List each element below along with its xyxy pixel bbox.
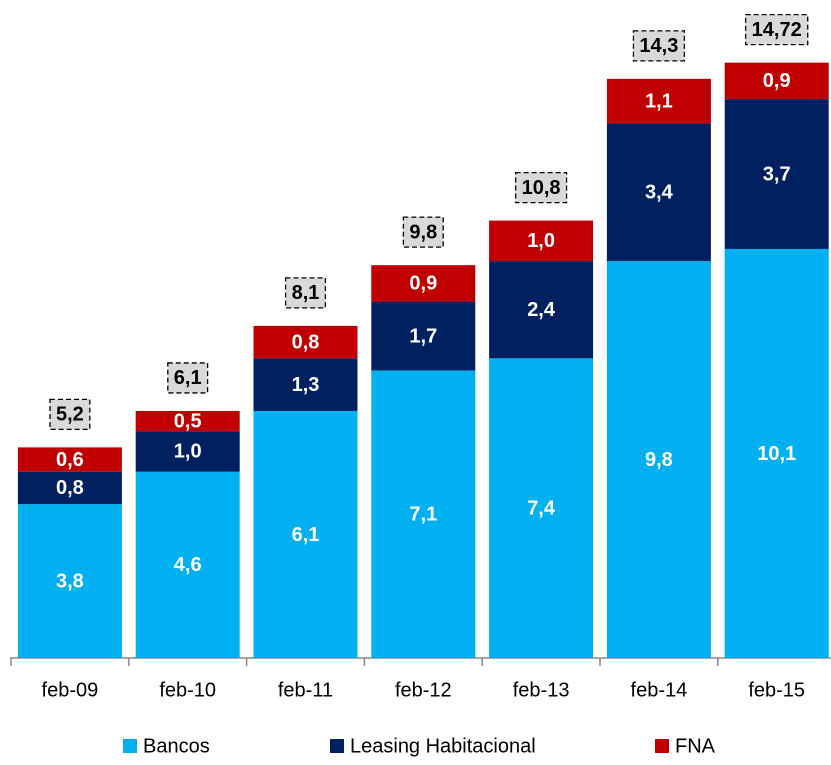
value-label: 3,8 [56,570,84,592]
value-label: 0,9 [763,70,791,92]
value-label: 7,4 [527,497,556,519]
bar-segment [606,78,711,124]
legend-swatch [655,739,669,753]
x-tick-label: feb-12 [395,679,452,701]
value-label: 7,1 [409,504,437,526]
total-box [402,216,444,248]
bar-segment [253,410,358,658]
total-label: 6,1 [174,367,202,389]
bar-segment [606,261,711,658]
value-label: 1,7 [409,325,437,347]
total-label: 9,8 [409,221,437,243]
value-label: 0,9 [409,273,437,295]
bar-segment [135,431,240,472]
bar-segment [606,123,711,262]
legend-swatch [330,739,344,753]
total-label: 14,3 [639,35,678,57]
value-label: 0,6 [56,449,84,471]
bar-segment [724,248,829,658]
total-label: 8,1 [292,282,320,304]
bar-segment [17,447,122,472]
total-box [167,362,209,394]
total-box [49,398,91,431]
value-label: 10,1 [757,443,796,465]
x-tick-label: feb-15 [748,679,805,701]
x-tick-label: feb-10 [159,679,216,701]
x-tick-label: feb-11 [278,679,333,701]
bar-segment [253,325,358,359]
bar-segment [371,370,476,658]
x-tick-label: feb-09 [42,679,99,701]
bar-segment [724,99,829,249]
x-tick-label: feb-13 [513,679,570,701]
bar-segment [371,301,476,371]
total-label: 14,72 [752,19,802,41]
bar-segment [135,471,240,658]
bar-segment [489,220,594,262]
value-label: 3,4 [645,182,674,204]
value-label: 6,1 [292,524,320,546]
legend-label: Leasing Habitacional [350,735,536,757]
bar-segment [489,358,594,658]
bar-segment [135,410,240,432]
bar-segment [371,265,476,302]
legend-label: FNA [675,735,716,757]
value-label: 0,8 [56,477,84,499]
value-label: 3,7 [763,163,791,185]
value-label: 2,4 [527,299,556,321]
bar-segment [724,62,829,100]
total-box [632,30,686,62]
value-label: 0,5 [174,410,202,432]
bar-segment [253,358,358,411]
total-box [745,13,809,46]
total-box [514,171,568,204]
bar-segment [489,261,594,359]
bar-segment [17,504,122,658]
bar-segment [17,471,122,505]
total-label: 10,8 [522,177,561,199]
total-box [284,277,327,309]
value-label: 1,0 [174,441,202,463]
value-label: 1,1 [645,90,673,112]
value-label: 4,6 [174,554,202,576]
value-label: 1,3 [292,374,320,396]
value-label: 1,0 [527,230,555,252]
total-label: 5,2 [56,404,84,426]
legend-swatch [123,739,137,753]
legend-label: Bancos [143,735,210,757]
x-tick-label: feb-14 [631,679,688,701]
value-label: 9,8 [645,449,673,471]
value-label: 0,8 [292,331,320,353]
